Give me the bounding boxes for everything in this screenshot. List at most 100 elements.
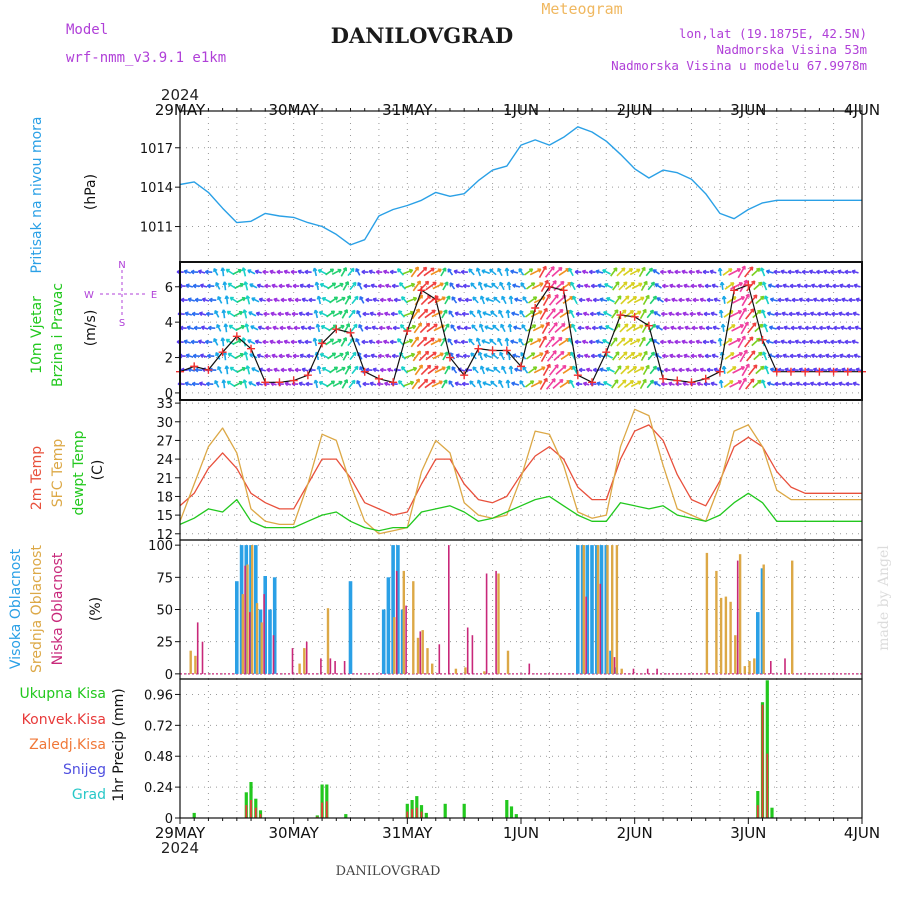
precip-legend-total: Ukupna Kisa [19, 686, 106, 702]
cloud-bar-2 [263, 594, 265, 674]
compass-n: N [118, 260, 125, 271]
x-tick-label-bottom: 29MAY [155, 824, 206, 842]
cloud-bar-1 [606, 545, 608, 674]
compass-e: E [151, 290, 157, 301]
compass-s: S [119, 318, 125, 329]
cloud-bar-2 [784, 658, 786, 673]
cloud-bar-2 [334, 661, 336, 674]
x-tick-label-bottom: 1JUN [503, 824, 539, 842]
cloud-bar-2 [585, 597, 587, 674]
y-tick-label: 1011 [140, 221, 173, 236]
y-tick-label: 33 [156, 397, 173, 412]
y-tick-label: 1014 [140, 181, 173, 196]
precip-bar-0 [770, 808, 773, 818]
cloud-bar-1 [729, 602, 731, 674]
cloud-bar-1 [246, 565, 248, 674]
y-tick-label: 21 [156, 472, 173, 487]
y-tick-label: 0.96 [144, 688, 173, 703]
cloud-bar-2 [320, 658, 322, 673]
cloud-bar-2 [633, 669, 635, 674]
cloud-bar-1 [616, 545, 618, 674]
y-tick-label: 50 [156, 604, 173, 619]
x-tick-label-bottom: 3JUN [730, 824, 766, 842]
cloud-bar-1 [715, 571, 717, 674]
product-title: Meteogram [541, 0, 622, 18]
cloud-bar-0 [349, 581, 353, 674]
model-name: wrf-nmm_v3.9.1 e1km [66, 50, 226, 66]
cloud-bar-1 [422, 630, 424, 674]
cloud-bar-2 [467, 628, 469, 674]
cloud-bar-2 [439, 644, 441, 674]
cloud-bar-2 [405, 606, 407, 674]
cloud-bar-2 [249, 612, 251, 674]
elevation-model-label: Nadmorska Visina u modelu 67.9978m [611, 58, 867, 73]
precip-bar-1 [421, 812, 423, 818]
cloud-bar-2 [420, 631, 422, 674]
y-tick-label: 0.48 [144, 750, 173, 765]
cloud-bar-1 [611, 545, 613, 674]
cloud-bar-0 [576, 545, 580, 674]
precip-bar-1 [250, 800, 252, 818]
precip-bar-0 [505, 800, 508, 818]
cloud-unit: (%) [88, 597, 104, 621]
cloud-bar-1 [251, 545, 253, 674]
cloud-bar-1 [455, 669, 457, 674]
cloud-bar-1 [298, 664, 300, 674]
y-tick-label: 2 [165, 352, 173, 367]
cloud-bar-1 [431, 664, 433, 674]
y-tick-label: 24 [156, 453, 173, 468]
lonlat-label: lon,lat (19.1875E, 42.5N) [679, 26, 867, 41]
y-tick-label: 1017 [140, 142, 173, 157]
precip-legend-hail: Grad [72, 787, 106, 803]
y-tick-label: 18 [156, 490, 173, 505]
precip-bar-0 [193, 813, 196, 818]
precip-bar-1 [766, 754, 768, 818]
precip-bar-0 [425, 813, 428, 818]
cloud-bar-1 [748, 661, 750, 674]
cloud-bar-2 [273, 635, 275, 674]
precip-legend-snow: Snijeg [63, 762, 106, 778]
precip-bar-0 [463, 804, 466, 818]
y-tick-label: 0.24 [144, 781, 173, 796]
wind-label-1: 10m Vjetar [29, 296, 45, 374]
cloud-bar-2 [647, 669, 649, 674]
cloud-bar-1 [507, 651, 509, 674]
cloud-bar-1 [720, 598, 722, 674]
cloud-bar-2 [292, 648, 294, 674]
cloud-bar-2 [197, 622, 199, 674]
precip-unit: 1hr Precip (mm) [111, 688, 127, 801]
y-tick-label: 100 [148, 539, 173, 554]
precip-bar-1 [411, 809, 413, 818]
cloud-bar-1 [327, 608, 329, 674]
cloud-bar-1 [256, 603, 258, 674]
precip-bar-1 [245, 805, 247, 818]
cloud-bar-2 [330, 658, 332, 673]
temp-unit: (C) [90, 460, 106, 481]
cloud-bar-1 [483, 671, 485, 674]
cloud-bar-1 [734, 635, 736, 674]
temp-label-1: 2m Temp [29, 446, 45, 510]
cloud-bar-0 [235, 581, 239, 674]
temp-label-2: SFC Temp [50, 439, 66, 508]
y-tick-label: 15 [156, 509, 173, 524]
y-tick-label: 4 [165, 316, 173, 331]
station-title: DANILOVGRAD [331, 23, 513, 48]
cloud-bar-1 [261, 622, 263, 674]
cloud-bar-1 [190, 651, 192, 674]
cloud-bar-1 [464, 667, 466, 673]
cloud-bar-2 [529, 664, 531, 674]
cloud-bar-1 [426, 648, 428, 674]
credit-label: made by Angel [876, 545, 892, 651]
compass-w: W [84, 290, 94, 301]
cloud-bar-1 [417, 638, 419, 674]
cloud-bar-1 [194, 656, 196, 674]
cloud-bar-1 [303, 648, 305, 674]
cloud-bar-2 [614, 657, 616, 674]
y-tick-label: 27 [156, 434, 173, 449]
temp-label-3: dewpt Temp [71, 430, 87, 515]
x-tick-label-bottom: 30MAY [269, 824, 320, 842]
cloud-bar-1 [403, 571, 405, 674]
cloud-bar-2 [344, 661, 346, 674]
cloud-bar-2 [472, 635, 474, 674]
